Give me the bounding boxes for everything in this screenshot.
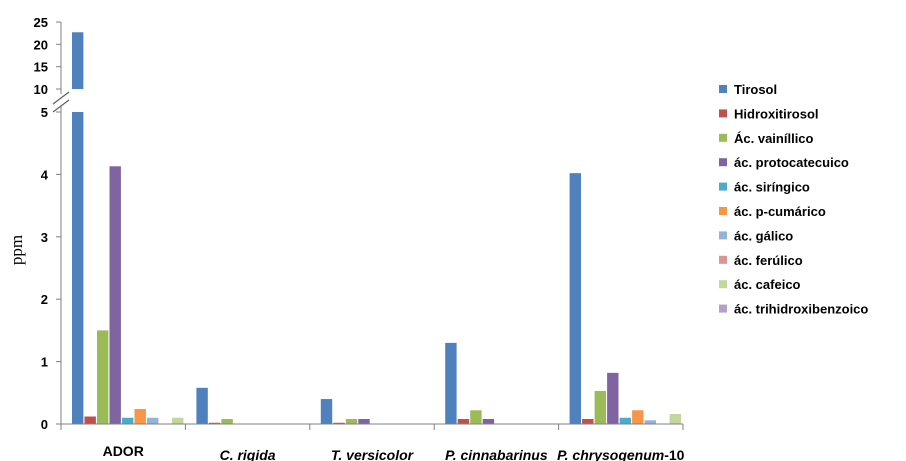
axes-layer [52, 21, 684, 430]
bar-0-4 [569, 173, 581, 424]
bar-1-1 [208, 422, 221, 424]
legend-label: Hidroxitirosol [734, 106, 819, 121]
bar-0-3 [445, 342, 457, 424]
category-label-name: ADOR [103, 443, 144, 459]
bar-1-2 [333, 422, 345, 424]
legend-swatch [719, 109, 727, 118]
category-label-name: P. chrysogenum [557, 447, 664, 461]
bar-0-0-lower [72, 112, 84, 424]
bar-6-0 [147, 417, 159, 424]
y-tick-label: 3 [41, 230, 48, 245]
legend-label: ác. gálico [734, 228, 793, 243]
y-tick-label: 1 [41, 355, 48, 370]
bar-1-4 [582, 419, 594, 424]
bar-2-1 [221, 419, 233, 424]
category-label: T. versicolor [331, 447, 415, 461]
bar-3-4 [607, 372, 619, 424]
bars-layer [72, 32, 681, 424]
legend: Tirosol Hidroxitirosol Ác. vainíllico ác. p… [719, 82, 868, 317]
y-tick-label: 25 [34, 15, 48, 30]
bar-4-0 [122, 417, 134, 424]
legend-swatch [719, 133, 727, 142]
legend-swatch [719, 158, 727, 167]
bar-8-0 [172, 417, 184, 424]
y-tick-label: 5 [41, 105, 48, 120]
legend-label: Tirosol [734, 82, 777, 97]
y-tick-label: 2 [41, 292, 48, 307]
legend-label: ác. trihidroxibenzoico [734, 302, 868, 317]
legend-label: ác. cafeico [734, 277, 801, 292]
category-labels-layer: ADOR C. rigida T. versicolor P. cinnabarinu… [103, 443, 685, 461]
legend-label: ác. p-cumárico [734, 204, 826, 219]
y-axis-label: ppm [7, 235, 26, 265]
legend-swatch [719, 231, 727, 240]
category-label-name: C. rigida [220, 447, 276, 461]
bar-1-3 [457, 419, 470, 424]
legend-label: ác. protocatecuico [734, 155, 849, 170]
category-label-name: P. cinnabarinus [445, 447, 548, 461]
bar-2-3 [470, 410, 482, 424]
bar-3-0 [109, 166, 121, 424]
y-tick-label: 10 [34, 82, 48, 97]
y-tick-label: 15 [34, 60, 48, 75]
legend-swatch [719, 280, 727, 289]
category-label: P. chrysogenum-10 [557, 447, 685, 461]
bar-2-2 [345, 419, 358, 424]
bar-2-4 [594, 390, 606, 424]
category-label-suffix: -10 [664, 447, 684, 461]
bar-3-2 [358, 419, 370, 424]
legend-label: ác. siríngico [734, 180, 810, 195]
bar-0-0-upper [72, 32, 84, 89]
y-tick-label: 0 [41, 417, 48, 432]
category-label: ADOR [103, 443, 144, 459]
legend-swatch [719, 182, 727, 191]
bar-2-0 [97, 330, 109, 424]
category-label: P. cinnabarinus [445, 447, 548, 461]
y-tick-label: 20 [34, 37, 48, 52]
bar-6-4 [644, 420, 656, 424]
axis-break-mark [52, 99, 70, 113]
bar-8-4 [669, 414, 681, 424]
legend-swatch [719, 304, 727, 313]
tick-labels-layer: 0 1 2 3 4 5 10 15 20 25 [34, 15, 49, 432]
bar-0-1 [196, 387, 208, 424]
legend-swatch [719, 255, 727, 264]
bar-5-0 [134, 409, 146, 424]
axis-break-mark [52, 91, 70, 105]
bar-3-3 [482, 419, 495, 424]
category-label-name: T. versicolor [331, 447, 415, 461]
category-label: C. rigida [220, 447, 276, 461]
legend-swatch [719, 85, 727, 93]
legend-swatch [719, 207, 727, 215]
bar-4-4 [619, 417, 631, 424]
bar-5-4 [632, 410, 644, 424]
bar-0-2 [320, 399, 333, 424]
bar-1-0 [84, 416, 96, 424]
legend-label: ác. ferúlico [734, 253, 803, 268]
y-tick-label: 4 [41, 167, 49, 182]
legend-label: Ác. vainíllico [734, 131, 814, 146]
